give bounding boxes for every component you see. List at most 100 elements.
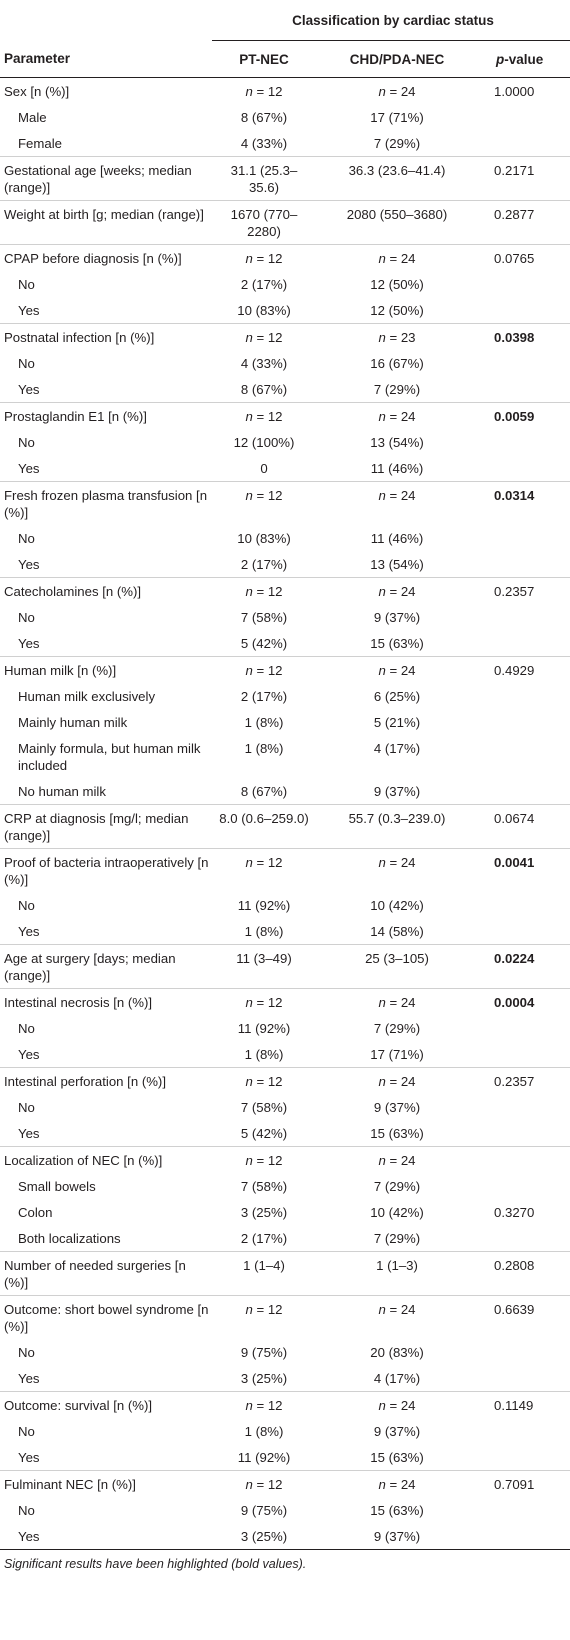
- p-value-cell: 0.0224: [478, 944, 570, 989]
- parameter-cell: Human milk exclusively: [18, 689, 156, 704]
- table-row: Outcome: survival [n (%)] n = 12 n = 24 0.1…: [0, 1391, 570, 1418]
- parameter-cell: Gestational age [weeks; median (range)]: [0, 156, 212, 201]
- p-value-cell: 0.7091: [478, 1470, 570, 1497]
- parameter-cell: Outcome: survival [n (%)]: [0, 1391, 212, 1418]
- table-subrow: Yes 10 (83%) 12 (50%): [0, 297, 570, 324]
- p-value-cell: [478, 130, 570, 157]
- chd-pda-nec-cell: n = 24: [312, 1067, 478, 1094]
- p-value-cell: [478, 918, 570, 945]
- chd-pda-nec-cell: 15 (63%): [370, 1126, 424, 1141]
- chd-pda-nec-cell: n = 24: [312, 402, 478, 429]
- pt-nec-cell: 1 (1–4): [212, 1251, 312, 1296]
- col-header-chd-pda-nec: CHD/PDA-NEC: [312, 40, 478, 78]
- pt-nec-cell: n = 12: [212, 656, 312, 683]
- pt-nec-cell: n = 12: [245, 84, 283, 99]
- parameter-cell: No: [18, 898, 35, 913]
- table-row: Proof of bacteria intraoperatively [n (%…: [0, 848, 570, 892]
- table-footnote: Significant results have been highlighte…: [4, 1557, 307, 1571]
- parameter-cell: Male: [18, 110, 47, 125]
- p-value-cell: 0.3270: [494, 1205, 535, 1220]
- table-row: Number of needed surgeries [n (%)] 1 (1–4…: [0, 1251, 570, 1296]
- table-subrow: Mainly formula, but human milk included 1…: [0, 735, 570, 778]
- parameter-cell: No: [18, 1345, 35, 1360]
- table-subrow: No 11 (92%) 10 (42%): [0, 892, 570, 918]
- p-italic: p: [496, 51, 505, 67]
- pt-nec-cell: 31.1 (25.3–35.6): [212, 156, 312, 201]
- p-value-cell: [478, 892, 570, 918]
- table-subrow: No 9 (75%) 20 (83%): [0, 1339, 570, 1365]
- table-row: Postnatal infection [n (%)] n = 12 n = 23 0…: [0, 323, 570, 350]
- header-empty-cell: [0, 0, 212, 41]
- pt-nec-cell: 3 (25%): [240, 1205, 288, 1220]
- pt-nec-cell: 1 (8%): [244, 924, 284, 939]
- results-table: Classification by cardiac status Paramet…: [0, 0, 570, 1549]
- p-value-cell: [478, 551, 570, 578]
- chd-pda-nec-cell: 17 (71%): [370, 110, 424, 125]
- chd-pda-nec-cell: n = 24: [312, 848, 478, 892]
- p-value-cell: [478, 1146, 570, 1173]
- col-header-pt-nec: PT-NEC: [212, 40, 312, 78]
- table-subrow: Both localizations 2 (17%) 7 (29%): [0, 1225, 570, 1252]
- p-value-cell: [478, 525, 570, 551]
- parameter-cell: Mainly formula, but human milk included: [18, 741, 201, 773]
- p-value-cell: [478, 1339, 570, 1365]
- parameter-cell: No human milk: [18, 784, 106, 799]
- chd-pda-nec-cell: n = 24: [312, 244, 478, 271]
- bottom-rule: [0, 1549, 570, 1550]
- chd-pda-nec-cell: 7 (29%): [373, 382, 421, 397]
- p-value-cell: [478, 778, 570, 805]
- table-subrow: Yes 3 (25%) 9 (37%): [0, 1523, 570, 1549]
- parameter-cell: Yes: [18, 636, 40, 651]
- pt-nec-cell: n = 12: [212, 988, 312, 1015]
- p-value-cell: [478, 350, 570, 376]
- p-value-cell: [478, 630, 570, 657]
- parameter-cell: No: [18, 1424, 35, 1439]
- parameter-cell: Sex [n (%)]: [4, 84, 70, 99]
- parameter-cell: Female: [18, 136, 62, 151]
- table-subrow: No human milk 8 (67%) 9 (37%): [0, 778, 570, 805]
- chd-pda-nec-cell: 5 (21%): [373, 715, 421, 730]
- p-value-cell: [478, 297, 570, 324]
- chd-pda-nec-cell: 4 (17%): [373, 741, 421, 756]
- p-value-cell: 0.0314: [478, 481, 570, 525]
- pt-nec-cell: 10 (83%): [237, 531, 291, 546]
- chd-pda-nec-cell: 9 (37%): [373, 1529, 421, 1544]
- pt-nec-cell: n = 12: [212, 848, 312, 892]
- chd-pda-nec-cell: n = 24: [312, 1470, 478, 1497]
- pt-nec-cell: 9 (75%): [240, 1345, 288, 1360]
- p-value-cell: 0.4929: [478, 656, 570, 683]
- table-subrow: Male 8 (67%) 17 (71%): [0, 104, 570, 130]
- chd-pda-nec-cell: n = 24: [312, 988, 478, 1015]
- chd-pda-nec-cell: 10 (42%): [370, 898, 424, 913]
- p-value-cell: 0.2877: [478, 200, 570, 245]
- table-row: Prostaglandin E1 [n (%)] n = 12 n = 24 0.00…: [0, 402, 570, 429]
- col-header-p-value: p-value: [478, 40, 570, 78]
- parameter-cell: Postnatal infection [n (%)]: [0, 323, 212, 350]
- p-value-cell: [478, 683, 570, 709]
- table-subrow: No 11 (92%) 7 (29%): [0, 1015, 570, 1041]
- table-subrow: Yes 1 (8%) 14 (58%): [0, 918, 570, 945]
- chd-pda-nec-cell: 11 (46%): [370, 531, 424, 546]
- chd-pda-nec-cell: 7 (29%): [373, 1179, 421, 1194]
- parameter-cell: Small bowels: [18, 1179, 96, 1194]
- pt-nec-cell: 1 (8%): [244, 1424, 284, 1439]
- pt-nec-cell: n = 12: [212, 1391, 312, 1418]
- col-header-parameter: Parameter: [0, 40, 212, 78]
- pt-nec-cell: 7 (58%): [240, 1179, 288, 1194]
- pt-nec-cell: 7 (58%): [240, 610, 288, 625]
- parameter-cell: Proof of bacteria intraoperatively [n (%…: [0, 848, 212, 892]
- pt-nec-cell: n = 12: [212, 244, 312, 271]
- parameter-cell: No: [18, 1503, 35, 1518]
- pt-nec-cell: 1670 (770–2280): [212, 200, 312, 245]
- table-row: Fresh frozen plasma transfusion [n (%)] n…: [0, 481, 570, 525]
- p-value-cell: [478, 1497, 570, 1523]
- parameter-cell: Fulminant NEC [n (%)]: [0, 1470, 212, 1497]
- table-row: Sex [n (%)] n = 12 n = 24 1.0000: [0, 78, 570, 105]
- parameter-cell: Colon: [18, 1205, 53, 1220]
- p-value-cell: 0.1149: [478, 1391, 570, 1418]
- p-value-cell: [478, 1041, 570, 1068]
- table-subrow: Yes 1 (8%) 17 (71%): [0, 1041, 570, 1068]
- parameter-cell: Number of needed surgeries [n (%)]: [0, 1251, 212, 1296]
- table-subrow: Yes 11 (92%) 15 (63%): [0, 1444, 570, 1471]
- p-value-cell: [478, 1173, 570, 1199]
